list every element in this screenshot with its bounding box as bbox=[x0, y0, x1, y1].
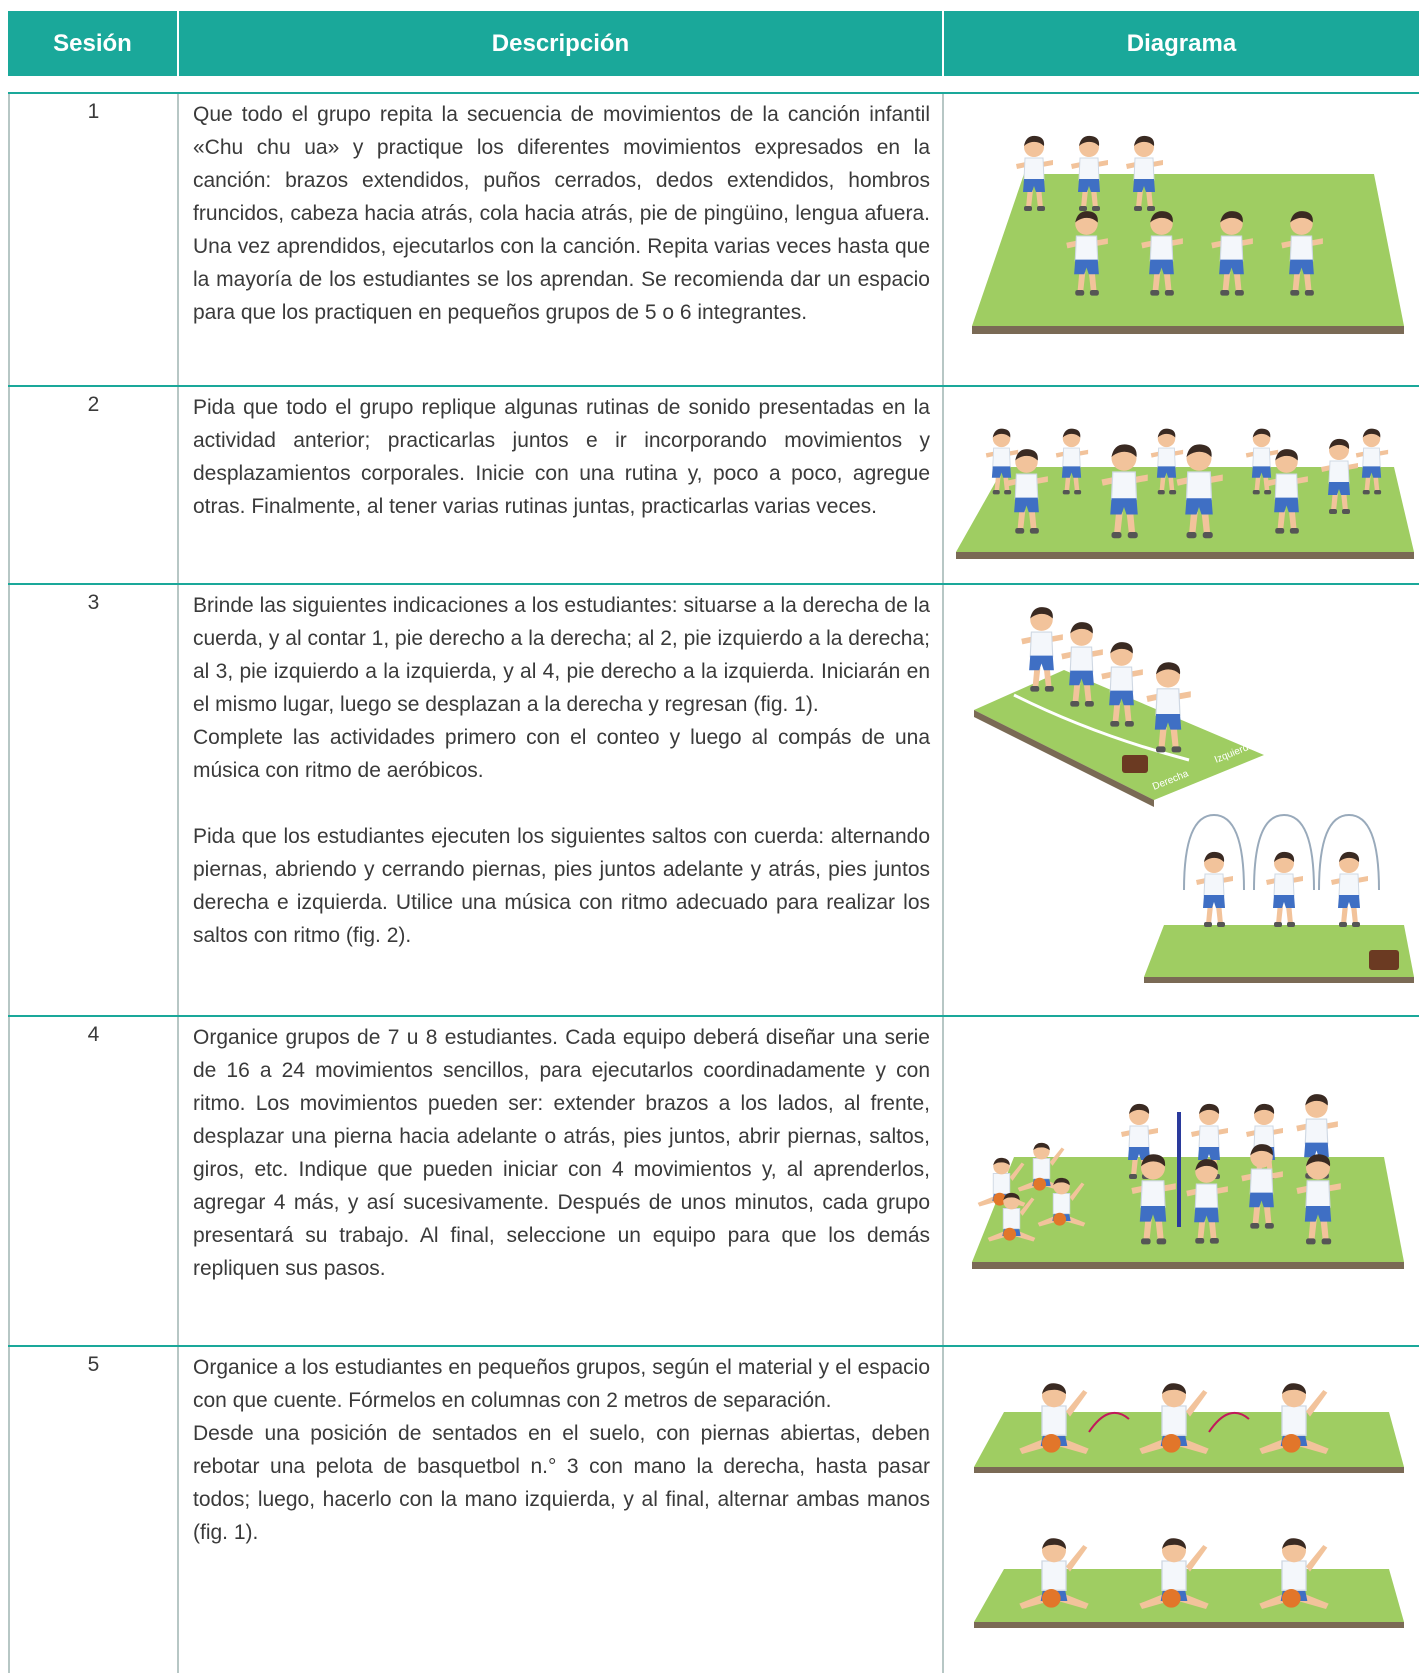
column-header: Diagrama bbox=[944, 11, 1419, 76]
kid bbox=[1330, 851, 1369, 928]
table-row: 2 Pida que todo el grupo replique alguna… bbox=[8, 385, 1419, 583]
illustration bbox=[972, 1093, 1404, 1269]
session-number: 3 bbox=[8, 585, 179, 1015]
kid bbox=[1265, 851, 1304, 928]
table-header: Sesión Descripción Diagrama bbox=[8, 11, 1419, 76]
field-edge bbox=[1144, 977, 1414, 983]
table-row: 4 Organice grupos de 7 u 8 estudiantes. … bbox=[8, 1015, 1419, 1345]
field-edge bbox=[974, 1467, 1404, 1473]
field-edge bbox=[972, 326, 1404, 334]
jump-rope bbox=[1318, 813, 1380, 891]
illustration: Derecha Izquierda bbox=[974, 606, 1414, 983]
illustration bbox=[972, 135, 1404, 334]
diagram bbox=[944, 1347, 1419, 1673]
rope bbox=[1013, 693, 1190, 762]
paragraph: Organice grupos de 7 u 8 estudiantes. Ca… bbox=[193, 1026, 930, 1280]
field bbox=[972, 1157, 1404, 1262]
field bbox=[974, 1569, 1404, 1622]
illustration bbox=[974, 1382, 1404, 1628]
paragraph: Organice a los estudiantes en pequeños g… bbox=[193, 1356, 930, 1412]
field-edge bbox=[972, 1262, 1404, 1269]
session-number: 2 bbox=[8, 387, 179, 583]
paragraph: Pida que los estudiantes ejecuten los si… bbox=[193, 825, 930, 947]
diagram bbox=[944, 94, 1419, 385]
field-edge bbox=[974, 710, 1154, 807]
speaker bbox=[1122, 755, 1148, 773]
column-header: Sesión bbox=[8, 11, 179, 76]
paragraph: Pida que todo el grupo replique algunas … bbox=[193, 396, 930, 518]
paragraph: Brinde las siguientes indicaciones a los… bbox=[193, 594, 930, 716]
field bbox=[956, 467, 1414, 552]
field-edge bbox=[974, 1622, 1404, 1628]
jump-rope bbox=[1183, 813, 1245, 891]
description: Pida que todo el grupo replique algunas … bbox=[179, 387, 944, 583]
table-row: 5 Organice a los estudiantes en pequeños… bbox=[8, 1345, 1419, 1673]
field bbox=[974, 670, 1264, 800]
diagram bbox=[944, 387, 1419, 583]
table: 1 Que todo el grupo repita la secuencia … bbox=[8, 92, 1419, 1673]
session-number: 5 bbox=[8, 1347, 179, 1673]
table-row: 3 Brinde las siguientes indicaciones a l… bbox=[8, 583, 1419, 1015]
illustration bbox=[956, 428, 1414, 559]
column-header: Descripción bbox=[179, 11, 944, 76]
kid bbox=[1195, 851, 1234, 928]
session-number: 1 bbox=[8, 94, 179, 385]
table-row: 1 Que todo el grupo repita la secuencia … bbox=[8, 92, 1419, 385]
diagram: Derecha Izquierda bbox=[944, 585, 1419, 1015]
arrow bbox=[1088, 1411, 1130, 1433]
description: Brinde las siguientes indicaciones a los… bbox=[179, 585, 944, 1015]
description: Organice grupos de 7 u 8 estudiantes. Ca… bbox=[179, 1017, 944, 1345]
field-edge bbox=[956, 552, 1414, 559]
field bbox=[1144, 925, 1414, 977]
paragraph: Que todo el grupo repita la secuencia de… bbox=[193, 103, 930, 324]
description: Organice a los estudiantes en pequeños g… bbox=[179, 1347, 944, 1673]
field bbox=[974, 1412, 1404, 1467]
arrow bbox=[1208, 1411, 1250, 1433]
diagram bbox=[944, 1017, 1419, 1345]
session-number: 4 bbox=[8, 1017, 179, 1345]
jump-rope bbox=[1253, 813, 1315, 891]
paragraph: Complete las actividades primero con el … bbox=[193, 726, 930, 782]
paragraph: Desde una posición de sentados en el sue… bbox=[193, 1422, 930, 1544]
description: Que todo el grupo repita la secuencia de… bbox=[179, 94, 944, 385]
speaker bbox=[1369, 950, 1399, 970]
